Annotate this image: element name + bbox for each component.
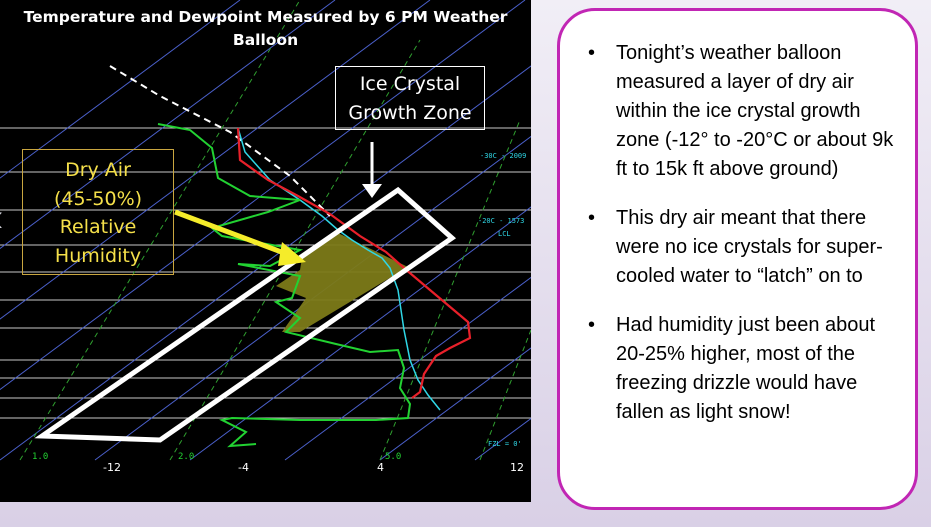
freezing-level-label: FZL = 0' (488, 440, 522, 448)
skew-t-plot (0, 0, 531, 461)
chart-title: Temperature and Dewpoint Measured by 6 P… (23, 8, 508, 49)
isotherm-label: -30C - 2009 (480, 152, 527, 160)
dewpoint-line (157, 123, 412, 448)
dry-air-zone (276, 233, 408, 332)
bullet-item: This dry air meant that there were no ic… (588, 204, 901, 291)
bullet-item: Had humidity just been about 20-25% high… (588, 311, 901, 427)
x-tick-label: 4 (377, 461, 384, 474)
isotherm-line (0, 65, 531, 461)
isotherm-label: -20C - 1573 (478, 217, 525, 225)
dry-air-pointer-arrowhead (278, 242, 306, 266)
mixing-ratio-label: 1.0 (32, 452, 49, 462)
mixing-ratio-line (379, 119, 521, 461)
isotherm-line (189, 206, 531, 461)
mixing-ratio-label: 2.0 (178, 452, 195, 462)
isobar-lines (0, 127, 531, 419)
ice-crystal-label: Ice Crystal Growth Zone (335, 66, 485, 130)
x-tick-label: -4 (238, 461, 249, 474)
dry-adiabat-line (109, 65, 331, 217)
x-tick-label: 12 (510, 461, 524, 474)
isotherm-line (0, 0, 241, 179)
isotherm-line (0, 0, 431, 320)
ice-crystal-growth-zone (34, 186, 457, 443)
ice-zone-pointer-arrowhead (362, 184, 382, 198)
bullet-item: Tonight’s weather balloon measured a lay… (588, 39, 901, 184)
isotherm-line (284, 276, 531, 461)
info-panel: Tonight’s weather balloon measured a lay… (557, 8, 918, 510)
chevron-left-icon[interactable]: ‹ (0, 198, 3, 238)
x-tick-label: -12 (103, 461, 121, 474)
isotherm-line (0, 0, 336, 250)
bullet-list: Tonight’s weather balloon measured a lay… (588, 39, 901, 427)
mixing-ratio-label: 5.0 (385, 452, 402, 462)
isotherm-line (379, 347, 531, 461)
lcl-label: LCL (498, 230, 511, 238)
dry-air-pointer-arrow (174, 209, 293, 259)
temperature-line (236, 127, 472, 399)
isotherm-line (94, 135, 531, 461)
dry-air-label: Dry Air (45-50%) Relative Humidity (22, 149, 174, 275)
skew-t-chart: Temperature and Dewpoint Measured by 6 P… (0, 0, 531, 502)
